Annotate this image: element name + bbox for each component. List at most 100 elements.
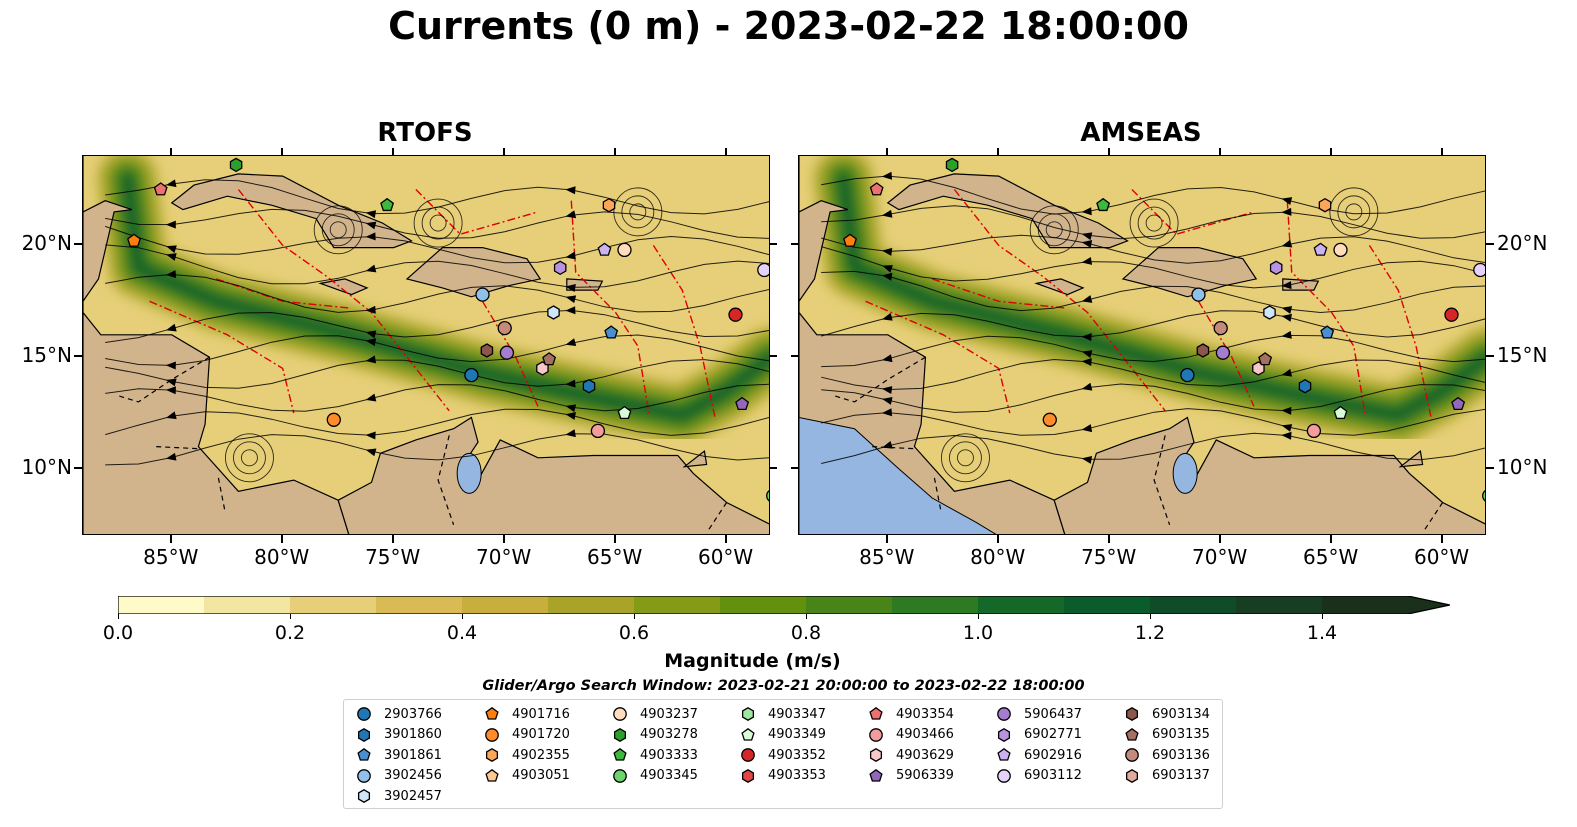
legend-label: 6903134	[1152, 706, 1210, 722]
legend-marker	[613, 707, 627, 721]
float-6903112	[757, 262, 769, 278]
legend-label: 4903349	[768, 727, 826, 742]
y-tick-label-right: 10°N	[1497, 454, 1548, 479]
legend-label: 3902457	[384, 788, 442, 804]
x-tick-mark-top	[996, 148, 999, 155]
x-tick-mark	[169, 535, 172, 543]
float-5906339	[735, 396, 750, 411]
colorbar-tick-mark	[117, 614, 119, 619]
legend-item: 3901860	[356, 725, 442, 745]
colorbar-segment	[1322, 596, 1409, 614]
float-6902771	[553, 260, 567, 276]
float-4903352	[1444, 307, 1459, 322]
colorbar-segment	[1236, 596, 1323, 614]
pentagon-marker-icon	[997, 747, 1011, 761]
circle-marker-icon	[997, 768, 1011, 783]
y-tick-mark	[770, 355, 777, 358]
y-tick-mark	[791, 466, 798, 469]
legend-marker	[485, 748, 499, 762]
amseas-map[interactable]	[798, 155, 1486, 535]
float-4903349	[1333, 405, 1348, 420]
legend-item: 4903354	[868, 704, 954, 724]
colorbar-tick-label: 0.4	[446, 622, 478, 644]
float-4903333	[380, 197, 395, 212]
legend-marker	[741, 727, 755, 741]
legend-item: 4902355	[484, 745, 570, 765]
legend-item: 6903136	[1124, 745, 1210, 765]
colorbar-tick-label: 0.0	[102, 622, 134, 644]
colorbar-segment	[1064, 596, 1151, 614]
colorbar-segment	[548, 596, 635, 614]
y-tick-label-right: 20°N	[1497, 231, 1548, 256]
legend-label: 6902916	[1024, 747, 1082, 763]
y-tick-label-left: 20°N	[21, 231, 72, 256]
hexagon-marker-icon	[357, 789, 371, 803]
legend-label: 4903353	[768, 768, 826, 783]
float-4903345	[766, 490, 769, 502]
legend-item: 6903134	[1124, 704, 1210, 724]
colorbar-tick-mark	[1321, 614, 1323, 619]
legend-label: 4903237	[640, 706, 698, 722]
x-tick-label: 70°W	[1192, 545, 1248, 569]
x-tick-mark-top	[1440, 148, 1443, 155]
x-tick-label: 65°W	[587, 545, 643, 569]
circle-marker-icon	[741, 748, 755, 762]
legend-marker	[357, 747, 371, 761]
circle-marker-icon	[997, 707, 1011, 721]
colorbar-segment	[806, 596, 893, 614]
legend-item: 4901720	[484, 725, 570, 745]
legend-label: 5906339	[896, 768, 954, 783]
hexagon-marker-icon	[869, 748, 883, 762]
legend-item: 6902916	[996, 745, 1082, 765]
legend-item: 5906437	[996, 704, 1082, 724]
hexagon-marker-icon	[741, 707, 755, 721]
x-tick-mark-top	[169, 148, 172, 155]
float-6903136	[1213, 320, 1228, 336]
legend-item: 3901861	[356, 745, 442, 765]
pentagon-marker-icon	[869, 706, 883, 720]
colorbar-segment	[1150, 596, 1237, 614]
legend-marker	[997, 747, 1011, 761]
map-canvas	[83, 156, 769, 534]
legend-label: 6903137	[1152, 768, 1210, 783]
y-tick-mark	[74, 243, 82, 246]
float-2903766	[464, 367, 479, 383]
x-tick-mark-top	[391, 148, 394, 155]
map-canvas	[799, 156, 1485, 534]
x-tick-mark-top	[724, 148, 727, 155]
hexagon-marker-icon	[1125, 768, 1139, 783]
rtofs-map[interactable]	[82, 155, 770, 535]
legend-label: 4903333	[640, 747, 698, 763]
x-tick-mark	[1440, 535, 1443, 543]
legend-label: 4903051	[512, 768, 570, 783]
float-6902771	[1269, 260, 1283, 276]
float-3901861	[1320, 325, 1335, 339]
x-tick-label: 75°W	[365, 545, 421, 569]
legend-marker	[741, 707, 755, 721]
legend-item: 4903349	[740, 725, 826, 745]
colorbar-segment	[634, 596, 721, 614]
x-tick-label: 85°W	[859, 545, 915, 569]
legend-label: 4903347	[768, 706, 826, 722]
colorbar-segment	[290, 596, 377, 614]
x-tick-label: 80°W	[254, 545, 310, 569]
float-3902456	[1191, 287, 1206, 302]
colorbar-tick-mark	[633, 614, 635, 619]
legend-item: 4903345	[612, 766, 698, 786]
legend-marker	[741, 768, 755, 783]
legend-label: 4902355	[512, 747, 570, 763]
legend-marker	[1125, 748, 1139, 762]
legend-label: 4903345	[640, 768, 698, 783]
x-tick-label: 75°W	[1081, 545, 1137, 569]
legend-marker	[485, 727, 499, 742]
float-5906339	[1451, 396, 1466, 411]
circle-marker-icon	[357, 707, 371, 721]
legend-label: 6903112	[1024, 768, 1082, 783]
x-tick-label: 70°W	[476, 545, 532, 569]
legend-item: 4903347	[740, 704, 826, 724]
x-tick-mark	[724, 535, 727, 543]
colorbar-segment	[978, 596, 1065, 614]
legend-marker	[869, 706, 883, 720]
legend-item: 4901716	[484, 704, 570, 724]
float-4903345	[1482, 490, 1485, 502]
